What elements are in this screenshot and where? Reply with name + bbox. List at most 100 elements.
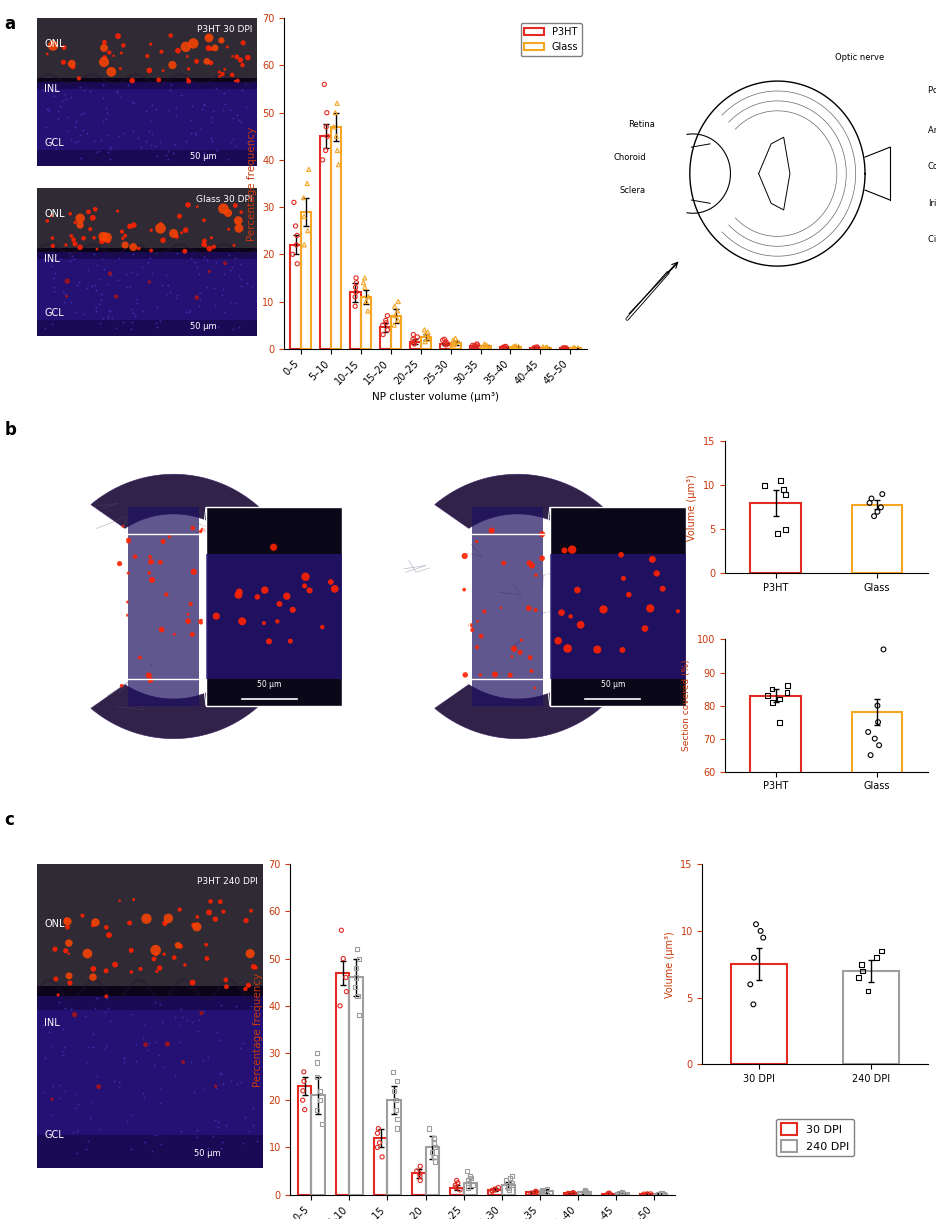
Point — [358, 291, 373, 311]
Text: Optic nerve: Optic nerve — [834, 54, 883, 62]
Point — [172, 900, 187, 919]
Text: Glass 30 DPI: Glass 30 DPI — [196, 195, 252, 204]
Point — [555, 338, 570, 357]
Point — [578, 1180, 592, 1199]
Point — [234, 612, 249, 631]
Point — [480, 338, 495, 357]
Point — [158, 266, 173, 285]
Point — [510, 336, 525, 356]
Point — [139, 1040, 154, 1059]
Point — [85, 1037, 100, 1057]
Point — [314, 1114, 329, 1134]
Point — [200, 1047, 215, 1067]
Point — [178, 132, 193, 151]
Point — [248, 1034, 263, 1053]
Point — [447, 329, 462, 349]
Point — [194, 1003, 209, 1023]
Point — [57, 84, 72, 104]
Point — [409, 327, 424, 346]
Point — [502, 1168, 517, 1187]
Point — [230, 211, 245, 230]
Point — [60, 912, 75, 931]
Point — [771, 712, 786, 731]
Point — [505, 338, 520, 357]
Point — [184, 973, 199, 992]
Point — [569, 580, 584, 600]
Point — [748, 914, 763, 934]
Point — [162, 79, 177, 99]
Point — [183, 1053, 198, 1073]
Point — [229, 1074, 244, 1093]
Point — [230, 585, 245, 605]
Point — [212, 67, 227, 87]
Point — [215, 100, 230, 119]
Point — [390, 311, 405, 330]
Point — [44, 78, 59, 98]
Point — [372, 1132, 387, 1152]
Point — [47, 301, 62, 321]
Point — [183, 595, 197, 614]
Point — [124, 1140, 139, 1159]
Bar — [380, 328, 390, 349]
Point — [169, 227, 184, 246]
Point — [375, 324, 390, 344]
Point — [537, 1182, 552, 1202]
Point — [527, 678, 542, 697]
Point — [168, 99, 183, 118]
Point — [199, 250, 214, 269]
Point — [271, 594, 286, 613]
Y-axis label: Section covered (%): Section covered (%) — [681, 659, 691, 751]
Point — [92, 141, 107, 161]
Point — [90, 989, 105, 1008]
Point — [122, 913, 137, 933]
Point — [388, 306, 402, 325]
Point — [154, 274, 169, 294]
Point — [524, 556, 539, 575]
Point — [148, 1032, 163, 1052]
Point — [115, 229, 130, 249]
Point — [76, 119, 91, 139]
Point — [106, 1072, 121, 1091]
Point — [565, 1184, 580, 1203]
Point — [231, 583, 246, 602]
Point — [51, 992, 66, 1012]
Point — [114, 43, 129, 62]
Point — [490, 1178, 505, 1197]
Point — [386, 1081, 401, 1101]
Point — [243, 996, 258, 1015]
Point — [557, 339, 572, 358]
Point — [578, 1184, 593, 1203]
Point — [528, 1181, 543, 1201]
Point — [461, 1178, 475, 1197]
Point — [495, 553, 510, 573]
Point — [313, 1081, 328, 1101]
Text: 50 μm: 50 μm — [189, 152, 216, 161]
Point — [226, 319, 241, 339]
Point — [163, 26, 178, 45]
Point — [529, 338, 544, 357]
Point — [602, 1184, 617, 1203]
Point — [449, 332, 464, 351]
Text: c: c — [5, 811, 15, 829]
Point — [644, 550, 659, 569]
Point — [98, 986, 113, 1006]
Text: P3HT 240 DPI: P3HT 240 DPI — [197, 878, 258, 886]
Point — [166, 143, 181, 162]
Point — [867, 729, 882, 748]
Point — [97, 48, 112, 67]
Point — [296, 1072, 311, 1091]
Point — [89, 255, 104, 274]
Point — [141, 272, 156, 291]
Point — [87, 130, 102, 150]
Point — [206, 278, 221, 297]
Point — [348, 968, 363, 987]
Bar — [577, 1192, 591, 1195]
Point — [146, 1054, 161, 1074]
Point — [94, 290, 109, 310]
Point — [426, 1129, 441, 1148]
Point — [180, 69, 195, 89]
Point — [438, 333, 453, 352]
Y-axis label: Percentage frequency: Percentage frequency — [246, 127, 256, 240]
Bar — [373, 1139, 388, 1195]
Point — [319, 127, 334, 146]
